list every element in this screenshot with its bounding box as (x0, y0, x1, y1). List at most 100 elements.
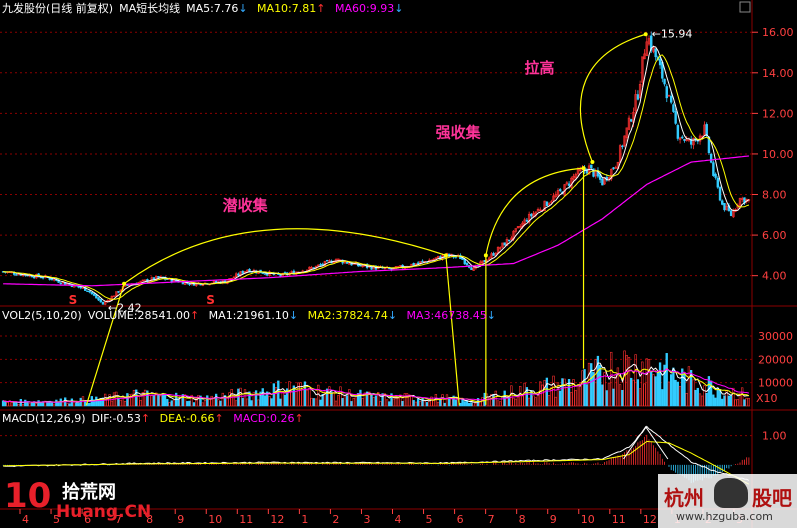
volume-bar (330, 391, 333, 407)
volume-bar (641, 361, 644, 407)
candle-body (434, 257, 438, 259)
volume-bar (559, 390, 562, 407)
volume-bar (736, 399, 739, 407)
volume-bar (472, 401, 475, 407)
annotation-dot (590, 160, 595, 165)
candle-body (676, 125, 680, 139)
volume-bar (685, 392, 688, 407)
candle-body (234, 273, 238, 277)
volume-bar (288, 381, 291, 407)
x-tick-label: 5 (426, 513, 433, 526)
volume-bar (601, 384, 604, 407)
volume-tick-label: 30000 (758, 330, 793, 343)
volume-bar (712, 394, 715, 407)
volume-bar (66, 403, 69, 407)
x-tick-label: 11 (612, 513, 626, 526)
volume-bar (527, 397, 531, 407)
candle-body (487, 257, 491, 261)
volume-bar (15, 402, 18, 407)
volume-bar (492, 393, 495, 407)
volume-bar (585, 384, 588, 407)
candle-body (279, 274, 282, 277)
annotation-dot (483, 253, 488, 258)
volume-bar (150, 395, 153, 407)
volume-bar (745, 397, 748, 407)
volume-bar (135, 389, 138, 407)
candle-body (141, 279, 145, 282)
watermark-left: 10 拾荒网 Huang.CN (0, 474, 151, 528)
candle-body (343, 261, 347, 264)
candle-body (263, 273, 267, 275)
candle-body (556, 190, 560, 196)
volume-bar (281, 391, 284, 407)
volume-bar (61, 401, 65, 407)
candle-body (530, 213, 533, 217)
watermark-right-url: www.hzguba.com (676, 510, 773, 523)
volume-bar (543, 379, 546, 407)
candle-body (712, 162, 715, 176)
candle-body (361, 265, 364, 268)
watermark-left-site: 拾荒网 (62, 482, 116, 503)
candle-body (412, 262, 415, 266)
candle-body (143, 279, 147, 281)
volume-bar (605, 390, 608, 407)
candle-body (237, 273, 240, 276)
volume-bar (155, 392, 158, 407)
x-tick-label: 10 (208, 513, 222, 526)
candle-body (539, 209, 542, 211)
volume-bar (616, 367, 620, 407)
x-tick-label: 6 (84, 513, 91, 526)
candle-body (709, 153, 713, 163)
candle-body (527, 213, 531, 223)
volume-bar (521, 395, 524, 407)
volume-bar (181, 394, 185, 407)
volume-bar (319, 399, 322, 407)
volume-tick-label: 10000 (758, 377, 793, 390)
volume-bar (692, 379, 695, 407)
price-tick-label: 12.00 (762, 107, 794, 120)
volume-bar (354, 395, 358, 407)
volume-bar (299, 382, 302, 407)
volume-bar (203, 399, 207, 407)
volume-bar (687, 366, 691, 407)
candle-body (689, 138, 693, 145)
volume-bar (689, 370, 693, 407)
volume-bar (214, 393, 218, 407)
candle-body (652, 47, 655, 52)
volume-bar (325, 388, 329, 407)
volume-bar (428, 400, 431, 407)
candle-body (723, 203, 726, 211)
volume-bar (195, 398, 198, 407)
volume-bar (656, 371, 659, 407)
volume-bar (352, 397, 355, 407)
volume-bar (647, 359, 651, 407)
volume-bar (228, 392, 231, 407)
candle-body (714, 173, 717, 178)
candle-body (545, 201, 549, 207)
candle-body (503, 242, 506, 246)
volume-bar (643, 383, 646, 407)
volume-bar (201, 402, 204, 407)
x-tick-label: 1 (301, 513, 308, 526)
candle-body (525, 219, 529, 222)
volume-bar (678, 385, 682, 407)
volume-bar (334, 400, 338, 407)
volume-bar (405, 393, 409, 407)
candle-body (84, 286, 87, 291)
volume-bar (137, 396, 140, 407)
volume-bar (30, 402, 34, 407)
volume-bar (554, 396, 557, 407)
candle-body (214, 281, 218, 283)
volume-bar (396, 398, 400, 407)
volume-bar (199, 395, 202, 407)
volume-bar (341, 398, 344, 407)
volume-bar (130, 393, 133, 407)
volume-bar (419, 401, 422, 407)
volume-bar (79, 397, 82, 407)
candle-body (41, 276, 45, 279)
volume-bar (35, 403, 38, 407)
volume-bar (514, 398, 517, 407)
x-tick-label: 8 (519, 513, 526, 526)
volume-bar (416, 398, 420, 407)
volume-bar (436, 401, 440, 407)
